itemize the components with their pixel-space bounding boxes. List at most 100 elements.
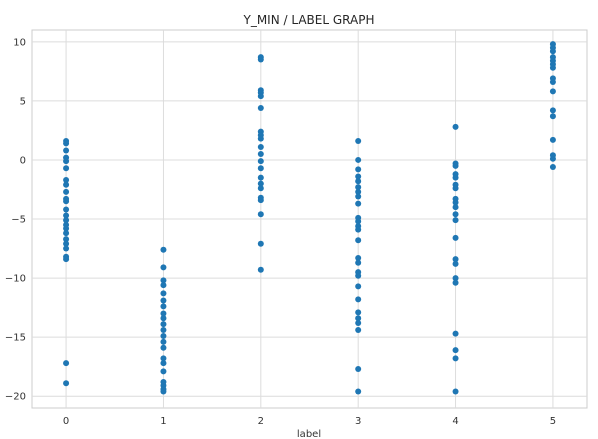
data-points: [63, 41, 556, 395]
y-tick-label: 5: [20, 96, 26, 107]
y-tick-label: −10: [5, 274, 26, 285]
data-point: [160, 264, 167, 271]
data-point: [63, 256, 70, 263]
x-axis-label: label: [297, 429, 321, 439]
data-point: [63, 165, 70, 172]
x-tick-labels: 0 1 2 3 4 5: [63, 416, 556, 427]
data-point: [63, 212, 70, 219]
data-point: [452, 199, 459, 206]
data-point: [452, 275, 459, 282]
data-point: [452, 388, 459, 395]
data-point: [355, 178, 362, 185]
data-point: [257, 165, 264, 172]
data-point: [452, 279, 459, 286]
data-point: [160, 338, 167, 345]
data-point: [355, 193, 362, 200]
data-point: [452, 355, 459, 362]
data-point: [160, 360, 167, 367]
data-point: [160, 246, 167, 253]
data-point: [160, 310, 167, 317]
data-point: [63, 245, 70, 252]
data-point: [549, 88, 556, 95]
data-point: [160, 327, 167, 334]
data-point: [355, 138, 362, 145]
data-point: [257, 151, 264, 158]
data-point: [452, 123, 459, 130]
data-point: [355, 319, 362, 326]
x-tick-label: 4: [452, 416, 458, 427]
data-point: [355, 315, 362, 322]
data-point: [549, 48, 556, 55]
data-point: [257, 266, 264, 273]
data-point: [63, 240, 70, 247]
y-tick-label: −15: [5, 333, 26, 344]
gridlines: [32, 30, 587, 408]
data-point: [257, 174, 264, 181]
data-point: [257, 135, 264, 142]
data-point: [452, 256, 459, 263]
data-point: [257, 56, 264, 63]
y-tick-label: −5: [11, 215, 26, 226]
data-point: [63, 230, 70, 237]
data-point: [355, 237, 362, 244]
data-point: [355, 296, 362, 303]
data-point: [355, 226, 362, 233]
data-point: [452, 330, 459, 337]
data-point: [63, 158, 70, 165]
data-point: [355, 218, 362, 225]
data-point: [160, 355, 167, 362]
data-point: [355, 173, 362, 180]
data-point: [355, 327, 362, 334]
data-point: [452, 217, 459, 224]
data-point: [63, 380, 70, 387]
data-point: [257, 104, 264, 111]
data-point: [452, 234, 459, 241]
x-tick-label: 3: [355, 416, 361, 427]
x-tick-label: 2: [258, 416, 264, 427]
data-point: [63, 206, 70, 213]
data-point: [160, 303, 167, 310]
data-point: [160, 277, 167, 284]
data-point: [355, 259, 362, 266]
data-point: [355, 366, 362, 373]
data-point: [257, 93, 264, 100]
data-point: [63, 236, 70, 243]
data-point: [549, 78, 556, 85]
y-tick-label: 0: [20, 155, 26, 166]
data-point: [452, 211, 459, 218]
data-point: [63, 217, 70, 224]
data-point: [355, 283, 362, 290]
data-point: [355, 388, 362, 395]
data-point: [63, 198, 70, 205]
data-point: [160, 388, 167, 395]
data-point: [452, 162, 459, 169]
data-point: [452, 347, 459, 354]
data-point: [355, 188, 362, 195]
data-point: [63, 177, 70, 184]
data-point: [63, 360, 70, 367]
data-point: [452, 260, 459, 267]
data-point: [63, 181, 70, 188]
data-point: [257, 158, 264, 165]
data-point: [160, 282, 167, 289]
data-point: [160, 332, 167, 339]
y-tick-labels: −20 −15 −10 −5 0 5 10: [5, 37, 26, 402]
data-point: [549, 113, 556, 120]
y-tick-label: 10: [13, 37, 26, 48]
data-point: [355, 309, 362, 316]
x-tick-label: 0: [63, 416, 69, 427]
data-point: [549, 64, 556, 71]
data-point: [549, 155, 556, 162]
data-point: [257, 143, 264, 150]
data-point: [355, 272, 362, 279]
data-point: [355, 156, 362, 163]
data-point: [160, 344, 167, 351]
data-point: [63, 225, 70, 232]
data-point: [452, 185, 459, 192]
data-point: [257, 240, 264, 247]
data-point: [63, 188, 70, 195]
data-point: [160, 290, 167, 297]
data-point: [160, 368, 167, 375]
chart-title: Y_MIN / LABEL GRAPH: [243, 13, 375, 27]
x-tick-label: 1: [160, 416, 166, 427]
